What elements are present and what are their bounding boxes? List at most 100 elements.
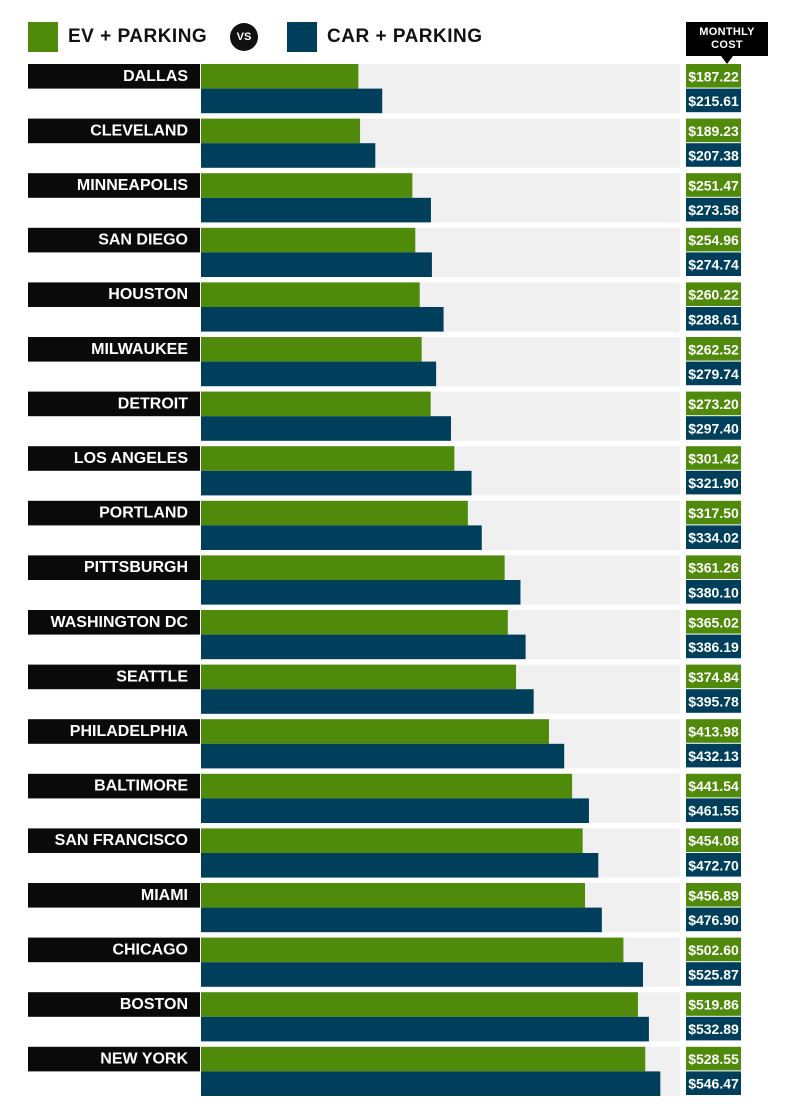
- ev-bar: [201, 337, 422, 362]
- car-value-label: $334.02: [688, 530, 739, 546]
- ev-value-box: [686, 446, 741, 470]
- car-value-label: $525.87: [688, 967, 739, 983]
- city-label-box: [28, 446, 200, 471]
- car-bar: [201, 470, 472, 496]
- car-value-label: $273.58: [688, 202, 739, 218]
- ev-bar: [201, 282, 420, 307]
- city-label: DALLAS: [123, 68, 188, 85]
- legend-label-ev: EV + PARKING: [68, 26, 208, 47]
- car-value-box: [686, 307, 741, 331]
- car-bar: [201, 907, 602, 933]
- ev-value-box: [686, 937, 741, 962]
- car-value-label: $297.40: [688, 421, 739, 437]
- car-value-box: [686, 798, 741, 822]
- car-bar: [201, 580, 521, 605]
- ev-value-box: [686, 664, 741, 689]
- ev-value-label: $254.96: [688, 232, 739, 248]
- city-label: SAN FRANCISCO: [55, 832, 188, 849]
- ev-bar: [201, 828, 583, 853]
- city-label: HOUSTON: [108, 286, 188, 303]
- car-bar: [201, 962, 643, 987]
- car-value-box: [686, 743, 741, 768]
- city-label: MIAMI: [141, 887, 188, 904]
- ev-value-label: $528.55: [688, 1051, 739, 1067]
- city-label: MILWAUKEE: [91, 341, 188, 358]
- car-value-label: $279.74: [688, 366, 739, 382]
- ev-bar: [201, 227, 416, 253]
- ev-value-label: $251.47: [688, 178, 739, 194]
- ev-value-label: $441.54: [688, 778, 739, 794]
- car-value-box: [686, 1016, 741, 1041]
- car-value-label: $321.90: [688, 475, 739, 491]
- car-value-label: $288.61: [688, 311, 739, 327]
- car-bar: [201, 252, 432, 277]
- ev-bar: [201, 555, 505, 580]
- city-label-box: [28, 173, 200, 198]
- car-bar: [201, 853, 599, 878]
- ev-value-label: $189.23: [688, 123, 739, 139]
- city-label: SEATTLE: [116, 668, 188, 685]
- ev-value-box: [686, 773, 741, 798]
- city-label-box: [28, 227, 200, 253]
- car-value-box: [686, 689, 741, 713]
- city-label-box: [28, 337, 200, 362]
- city-label-box: [28, 883, 200, 908]
- car-bar: [201, 1071, 661, 1096]
- ev-value-box: [686, 828, 741, 852]
- car-value-label: $432.13: [688, 748, 739, 764]
- legend-swatch-ev: [28, 22, 58, 52]
- ev-bar: [201, 391, 431, 417]
- ev-bar: [201, 937, 624, 963]
- car-bar: [201, 416, 451, 441]
- city-label-box: [28, 773, 200, 799]
- ev-value-label: $187.22: [688, 68, 739, 84]
- car-value-box: [686, 580, 741, 604]
- ev-bar: [201, 773, 573, 799]
- city-label-box: [28, 992, 200, 1017]
- ev-bar: [201, 118, 361, 144]
- ev-value-box: [686, 337, 741, 361]
- city-label: SAN DIEGO: [98, 232, 188, 249]
- ev-value-label: $374.84: [688, 669, 739, 685]
- ev-bar: [201, 719, 549, 744]
- ev-value-label: $361.26: [688, 560, 739, 576]
- city-label-box: [28, 118, 200, 144]
- ev-value-box: [686, 118, 741, 143]
- ev-value-box: [686, 883, 741, 907]
- ev-bar: [201, 610, 508, 635]
- car-bar: [201, 743, 565, 769]
- city-label: CHICAGO: [112, 941, 188, 958]
- ev-value-label: $502.60: [688, 942, 739, 958]
- car-value-box: [686, 252, 741, 276]
- car-value-box: [686, 853, 741, 877]
- ev-value-box: [686, 391, 741, 416]
- car-value-label: $395.78: [688, 694, 739, 710]
- ev-value-box: [686, 992, 741, 1016]
- monthly-cost-header: MONTHLY COST: [686, 22, 768, 64]
- legend-item-car: CAR + PARKING: [287, 22, 483, 52]
- city-label: BALTIMORE: [94, 778, 188, 795]
- ev-bar: [201, 173, 413, 198]
- city-label: PORTLAND: [99, 505, 188, 522]
- city-label: PHILADELPHIA: [70, 723, 189, 740]
- city-label: CLEVELAND: [90, 122, 188, 139]
- ev-bar: [201, 883, 586, 908]
- car-bar: [201, 525, 482, 550]
- ev-value-box: [686, 500, 741, 525]
- car-bar: [201, 634, 526, 660]
- cost-header-line2: COST: [711, 39, 743, 51]
- ev-value-box: [686, 173, 741, 197]
- car-value-label: $386.19: [688, 639, 739, 655]
- car-bar: [201, 1016, 649, 1042]
- legend-swatch-car: [287, 22, 317, 52]
- car-value-box: [686, 88, 741, 113]
- ev-bar: [201, 664, 517, 690]
- car-value-box: [686, 470, 741, 495]
- car-value-box: [686, 143, 741, 167]
- car-value-label: $274.74: [688, 257, 739, 273]
- car-bar: [201, 197, 431, 223]
- ev-value-label: $519.86: [688, 997, 739, 1013]
- ev-value-label: $301.42: [688, 451, 739, 467]
- city-label-box: [28, 500, 200, 526]
- city-label-box: [28, 282, 200, 307]
